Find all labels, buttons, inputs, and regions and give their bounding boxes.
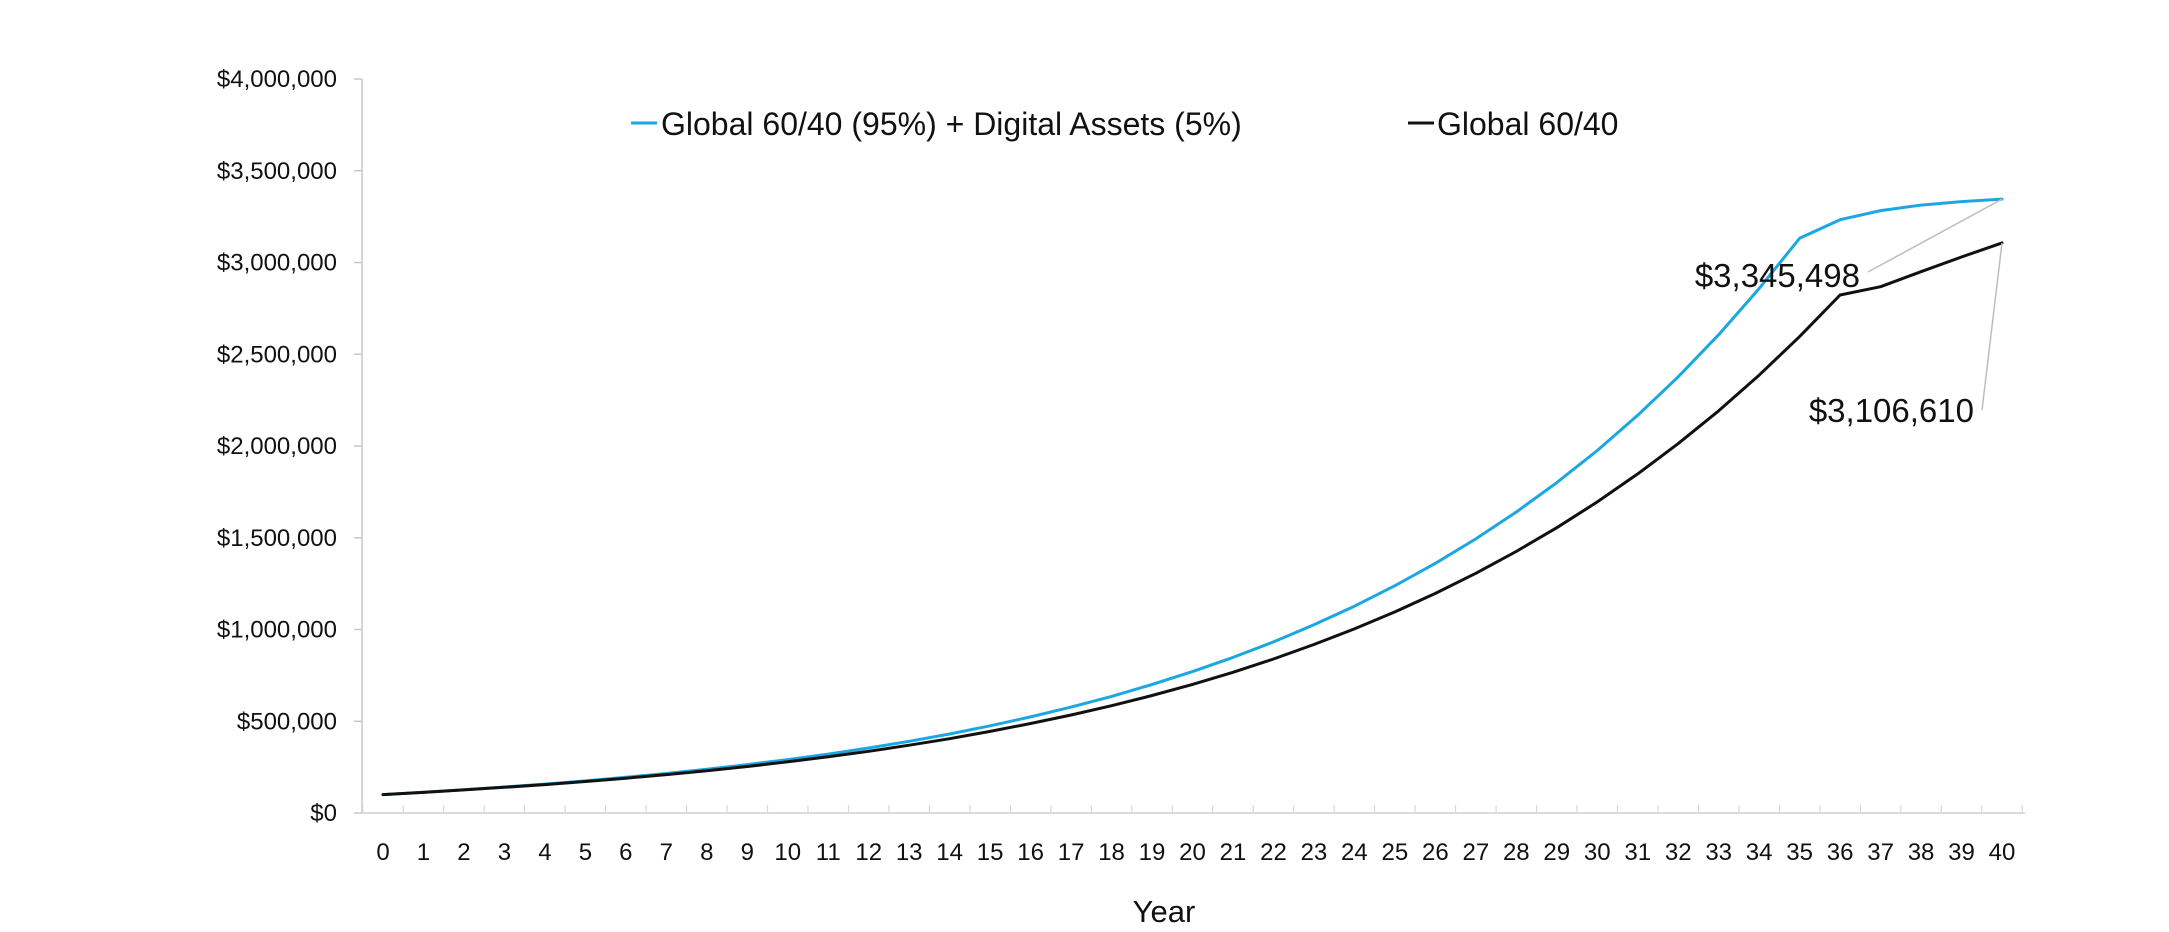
x-tick-label: 40 (1989, 839, 2016, 866)
x-tick-label: 15 (977, 839, 1004, 866)
x-tick-label: 0 (376, 839, 389, 866)
x-tick-label: 11 (816, 839, 841, 866)
legend-label-blended: Global 60/40 (95%) + Digital Assets (5%) (661, 106, 1242, 142)
x-tick-label: 34 (1746, 839, 1773, 866)
x-tick-label: 31 (1624, 839, 1651, 866)
x-tick-label: 18 (1098, 839, 1125, 866)
x-axis: 0 1 2 3 4 5 6 7 8 9 10 11 12 13 14 15 16 17 18 19 20 21 22 23 24… (362, 805, 2025, 866)
y-tick-label: $1,000,000 (217, 617, 337, 644)
y-tick-label: $500,000 (237, 708, 337, 735)
x-tick-label: 1 (417, 839, 430, 866)
series-line-global (381, 241, 2004, 797)
x-tick-label: 7 (660, 839, 673, 866)
x-tick-label: 27 (1462, 839, 1489, 866)
x-tick-label: 29 (1543, 839, 1570, 866)
x-tick-label: 22 (1260, 839, 1287, 866)
x-tick-label: 25 (1382, 839, 1409, 866)
y-axis: $0 $500,000 $1,000,000 $1,500,000 $2,000,000… (217, 66, 363, 827)
y-tick-label: $1,500,000 (217, 525, 337, 552)
x-tick-label: 19 (1139, 839, 1166, 866)
x-tick-label: 12 (855, 839, 882, 866)
x-tick-label: 20 (1179, 839, 1206, 866)
legend: Global 60/40 (95%) + Digital Assets (5%)… (631, 106, 1618, 142)
x-tick-label: 10 (774, 839, 801, 866)
y-tick-label: $3,500,000 (217, 158, 337, 185)
x-tick-label: 39 (1948, 839, 1975, 866)
x-tick-label: 14 (936, 839, 963, 866)
x-tick-label: 16 (1017, 839, 1044, 866)
x-tick-label: 32 (1665, 839, 1692, 866)
x-axis-title: Year (1133, 894, 1196, 929)
x-tick-label: 36 (1827, 839, 1854, 866)
annotation-label-global: $3,106,610 (1809, 392, 1974, 429)
annotation-leader-blended (1867, 198, 2003, 273)
y-tick-label: $4,000,000 (217, 66, 337, 93)
series-layer (381, 197, 2004, 797)
x-tick-label: 17 (1058, 839, 1085, 866)
x-tick-label: 13 (896, 839, 923, 866)
x-tick-label: 28 (1503, 839, 1530, 866)
annotation-leader-global (1981, 242, 2003, 411)
x-tick-label: 6 (619, 839, 632, 866)
y-tick-label: $3,000,000 (217, 250, 337, 277)
x-tick-label: 33 (1705, 839, 1732, 866)
y-tick-label: $2,000,000 (217, 433, 337, 460)
x-tick-label: 37 (1867, 839, 1894, 866)
y-tick-label: $0 (310, 800, 337, 827)
annotation-label-blended: $3,345,498 (1695, 257, 1860, 294)
x-tick-label: 38 (1908, 839, 1935, 866)
x-tick-label: 24 (1341, 839, 1368, 866)
legend-label-global: Global 60/40 (1437, 106, 1618, 142)
x-tick-label: 3 (498, 839, 511, 866)
x-tick-label: 8 (700, 839, 713, 866)
annotations: $3,345,498 $3,106,610 (1695, 198, 2003, 429)
x-tick-label: 4 (538, 839, 551, 866)
y-tick-label: $2,500,000 (217, 341, 337, 368)
x-tick-label: 21 (1220, 839, 1247, 866)
x-tick-label: 5 (579, 839, 592, 866)
x-tick-label: 35 (1786, 839, 1813, 866)
x-tick-label: 30 (1584, 839, 1611, 866)
x-tick-label: 2 (457, 839, 470, 866)
x-tick-label: 9 (741, 839, 754, 866)
x-tick-label: 23 (1301, 839, 1328, 866)
x-tick-label: 26 (1422, 839, 1449, 866)
